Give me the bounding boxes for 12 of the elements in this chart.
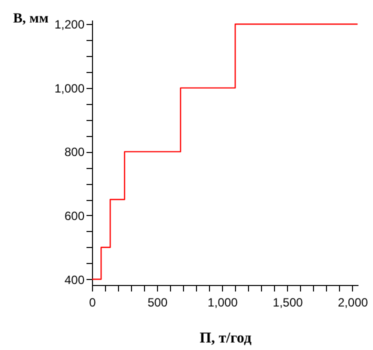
- x-tick-label: 0: [89, 296, 96, 310]
- x-tick-label: 1,500: [272, 296, 304, 310]
- x-tick-label: 500: [148, 296, 168, 310]
- y-axis-title: В, мм: [13, 12, 49, 26]
- y-tick-label: 400: [64, 272, 85, 287]
- x-axis-title: П, т/год: [200, 330, 252, 346]
- y-tick-label: 600: [64, 208, 85, 223]
- x-tick-label: 1,000: [208, 296, 238, 310]
- x-tick-label: 2,000: [338, 296, 368, 310]
- y-tick-label: 1,000: [54, 81, 85, 96]
- y-tick-label: 800: [64, 145, 85, 160]
- y-tick-label: 1,200: [54, 18, 85, 32]
